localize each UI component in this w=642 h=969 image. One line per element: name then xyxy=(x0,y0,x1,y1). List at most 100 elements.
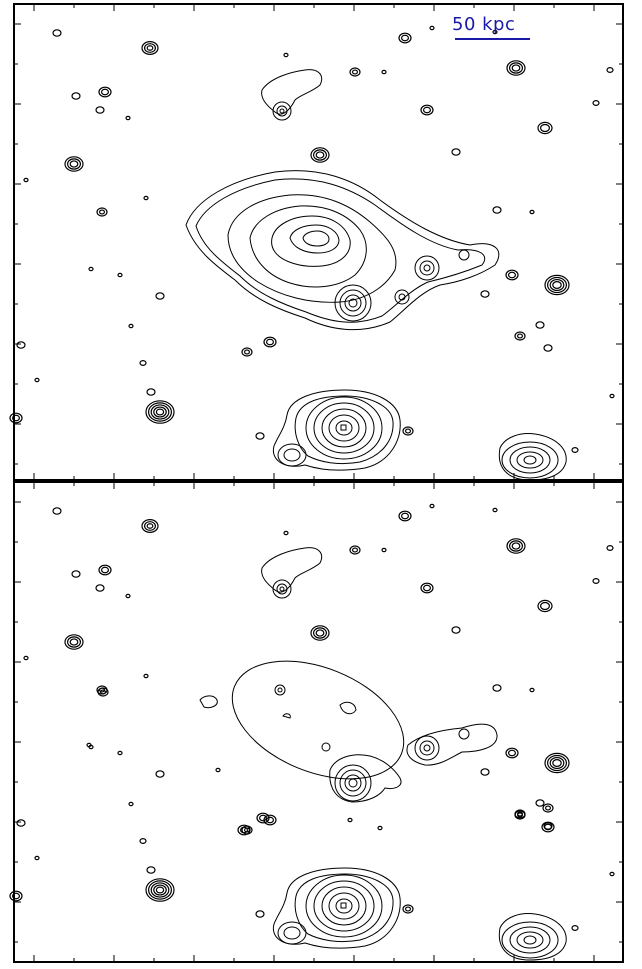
point-source-contour xyxy=(71,92,81,100)
point-source-contour xyxy=(139,360,147,367)
point-source-contour xyxy=(492,507,498,513)
point-source-contour xyxy=(143,673,149,679)
top-panel-ticks xyxy=(14,4,623,480)
point-source-contour xyxy=(423,584,432,592)
bottom-galaxy-contours-2 xyxy=(272,867,401,949)
point-source-contour xyxy=(283,52,289,58)
point-source-contour xyxy=(529,687,535,693)
point-source-contour xyxy=(544,752,570,774)
point-source-contour xyxy=(16,341,26,349)
point-source-contour xyxy=(310,625,330,641)
point-source-contour xyxy=(16,819,26,827)
point-source-contour xyxy=(313,149,328,161)
point-source-contour xyxy=(64,156,84,172)
point-source-contour xyxy=(155,292,165,300)
bottom-right-object-contours-2 xyxy=(498,913,567,961)
bottom-right-object-contours xyxy=(498,433,567,481)
point-source-contour xyxy=(381,547,387,553)
point-source-contour xyxy=(144,521,157,531)
point-source-contour xyxy=(141,518,159,533)
point-source-contour xyxy=(571,924,579,931)
upper-object-contours xyxy=(261,69,323,121)
point-source-contour xyxy=(315,151,325,159)
top-panel-frame xyxy=(13,3,624,481)
point-source-contour xyxy=(606,66,614,73)
point-source-contour xyxy=(117,750,123,756)
point-source-contour xyxy=(352,69,359,75)
point-source-contour xyxy=(128,801,134,807)
top-compact-sources xyxy=(9,25,615,454)
point-source-contour xyxy=(241,347,253,357)
point-source-contour xyxy=(310,147,330,163)
point-source-contour xyxy=(150,882,170,898)
point-source-contour xyxy=(266,816,275,824)
point-source-contour xyxy=(69,638,79,646)
top-panel xyxy=(9,3,624,481)
tail-object-contours xyxy=(406,723,498,766)
point-source-contour xyxy=(509,62,524,74)
point-source-contour xyxy=(155,408,165,416)
point-source-contour xyxy=(23,655,29,661)
point-source-contour xyxy=(144,43,157,53)
point-source-contour xyxy=(402,904,414,914)
point-source-contour xyxy=(349,545,361,555)
point-source-contour xyxy=(529,209,535,215)
point-source-contour xyxy=(66,636,81,648)
point-source-contour xyxy=(546,276,567,294)
point-source-contour xyxy=(146,523,154,529)
point-source-contour xyxy=(544,805,551,811)
bottom-galaxy-contours xyxy=(272,389,401,471)
point-source-contour xyxy=(514,810,526,820)
point-source-contour xyxy=(86,742,92,748)
point-source-contour xyxy=(537,121,553,135)
point-source-contour xyxy=(398,32,412,44)
point-source-contour xyxy=(263,336,277,348)
point-source-contour xyxy=(544,274,570,296)
upper-object-contours-2 xyxy=(261,547,323,599)
point-source-contour xyxy=(23,177,29,183)
scalebar-label: 50 kpc xyxy=(452,14,516,35)
point-source-contour xyxy=(377,825,383,831)
point-source-contour xyxy=(592,577,600,584)
point-source-contour xyxy=(88,266,94,272)
point-source-contour xyxy=(9,890,23,902)
point-source-contour xyxy=(148,880,173,900)
point-source-contour xyxy=(402,426,414,436)
point-source-contour xyxy=(146,45,154,51)
point-source-contour xyxy=(12,892,21,900)
point-source-contour xyxy=(96,207,108,217)
point-source-contour xyxy=(352,547,359,553)
point-source-contour xyxy=(549,278,565,292)
point-source-contour xyxy=(125,593,131,599)
point-source-contour xyxy=(420,582,434,594)
point-source-contour xyxy=(100,566,109,574)
point-source-contour xyxy=(128,323,134,329)
point-source-contour xyxy=(505,747,519,759)
point-source-contour xyxy=(543,823,552,831)
point-source-contour xyxy=(139,837,147,844)
point-source-contour xyxy=(66,158,81,170)
model-ellipse xyxy=(231,660,405,780)
point-source-contour xyxy=(117,272,123,278)
point-source-contour xyxy=(95,106,105,114)
point-source-contour xyxy=(480,768,490,776)
bright-residual-source xyxy=(329,754,402,803)
point-source-contour xyxy=(155,886,165,894)
point-source-contour xyxy=(451,626,461,634)
point-source-contour xyxy=(146,866,156,874)
point-source-contour xyxy=(508,749,517,757)
point-source-contour xyxy=(283,530,289,536)
point-source-contour xyxy=(539,601,550,611)
point-source-contour xyxy=(546,754,567,772)
point-source-contour xyxy=(100,88,109,96)
point-source-contour xyxy=(451,148,461,156)
point-source-contour xyxy=(313,627,328,639)
point-source-contour xyxy=(609,871,615,877)
point-source-contour xyxy=(606,544,614,551)
point-source-contour xyxy=(215,767,221,773)
point-source-contour xyxy=(34,377,40,383)
point-source-contour xyxy=(143,195,149,201)
point-source-contour xyxy=(511,64,521,72)
point-source-contour xyxy=(263,814,277,826)
point-source-contour xyxy=(480,290,490,298)
